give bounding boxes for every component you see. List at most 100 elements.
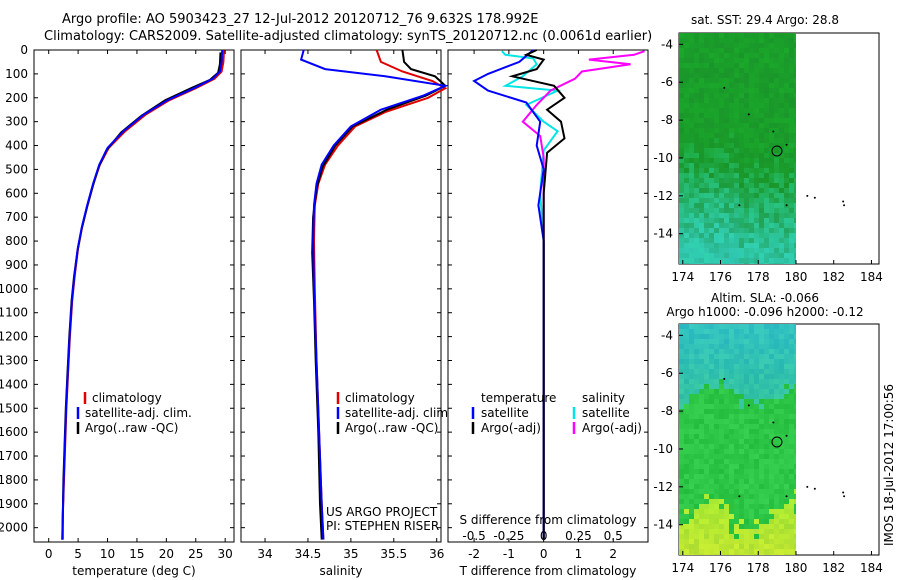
map-cell (779, 499, 784, 504)
map-cell (729, 78, 734, 83)
map-cell (734, 248, 739, 253)
map-cell (769, 424, 774, 429)
map-cell (759, 128, 764, 133)
map-cell (714, 123, 719, 128)
map-cell (684, 258, 689, 263)
map-cell (699, 454, 704, 459)
map-cell (764, 113, 769, 118)
map-cell (739, 419, 744, 424)
map-cell (714, 138, 719, 143)
map-cell (759, 484, 764, 489)
map-cell (734, 53, 739, 58)
map-cell (734, 414, 739, 419)
map-cell (724, 534, 729, 539)
map-cell (704, 203, 709, 208)
map-cell (689, 208, 694, 213)
map-cell (764, 83, 769, 88)
map-cell (769, 459, 774, 464)
map-cell (684, 514, 689, 519)
map-cell (759, 208, 764, 213)
map-cell (684, 504, 689, 509)
map-cell (754, 384, 759, 389)
map-cell (689, 33, 694, 38)
map-cell (754, 414, 759, 419)
map-cell (699, 33, 704, 38)
map-cell (719, 228, 724, 233)
map-cell (744, 88, 749, 93)
map-cell (789, 118, 794, 123)
map-cell (739, 429, 744, 434)
pi-label: PI: STEPHEN RISER (326, 519, 439, 533)
map-cell (769, 339, 774, 344)
map-cell (749, 253, 754, 258)
map-cell (684, 349, 689, 354)
map-cell (724, 479, 729, 484)
map-cell (704, 429, 709, 434)
map-cell (744, 188, 749, 193)
map-cell (754, 248, 759, 253)
map-cell (694, 449, 699, 454)
map-cell (779, 263, 784, 264)
map-cell (719, 374, 724, 379)
map-cell (764, 133, 769, 138)
map-cell (774, 399, 779, 404)
map-cell (699, 449, 704, 454)
map-cell (739, 208, 744, 213)
map-cell (719, 339, 724, 344)
map-cell (704, 384, 709, 389)
map-cell (784, 33, 789, 38)
map-cell (749, 123, 754, 128)
map-cell (749, 359, 754, 364)
map-cell (699, 183, 704, 188)
map-cell (739, 389, 744, 394)
map-cell (719, 158, 724, 163)
map-cell (734, 193, 739, 198)
map-cell (684, 414, 689, 419)
map-cell (729, 534, 734, 539)
map-cell (769, 409, 774, 414)
map-cell (679, 143, 684, 148)
map-cell (759, 88, 764, 93)
map-cell (679, 414, 684, 419)
map-cell (684, 213, 689, 218)
map-cell (729, 329, 734, 334)
map-cell (714, 223, 719, 228)
map-cell (679, 148, 684, 153)
map-cell (754, 534, 759, 539)
map-cell (689, 454, 694, 459)
map-cell (689, 359, 694, 364)
map-cell (709, 213, 714, 218)
map-cell (689, 183, 694, 188)
map-cell (724, 454, 729, 459)
map-cell (734, 324, 739, 329)
map-cell (779, 424, 784, 429)
x-tick-label: -1 (503, 547, 515, 561)
map-cell (759, 173, 764, 178)
map-cell (749, 459, 754, 464)
map-cell (724, 524, 729, 529)
legend-argo-label: Argo(..raw -QC) (345, 421, 438, 435)
map-cell (789, 88, 794, 93)
map-cell (784, 369, 789, 374)
map-cell (749, 529, 754, 534)
map-cell (689, 128, 694, 133)
map-cell (714, 98, 719, 103)
map-cell (764, 128, 769, 133)
map-cell (709, 168, 714, 173)
map-cell (794, 414, 796, 419)
map-cell (754, 429, 759, 434)
map-cell (709, 83, 714, 88)
map-cell (684, 63, 689, 68)
map-cell (709, 489, 714, 494)
map-cell (754, 509, 759, 514)
map-cell (704, 379, 709, 384)
map-cell (729, 479, 734, 484)
map-cell (749, 48, 754, 53)
map-cell (689, 228, 694, 233)
map-cell (694, 98, 699, 103)
map-cell (774, 118, 779, 123)
map-cell (679, 153, 684, 158)
map-cell (714, 248, 719, 253)
map-cell (789, 168, 794, 173)
map-cell (794, 504, 796, 509)
